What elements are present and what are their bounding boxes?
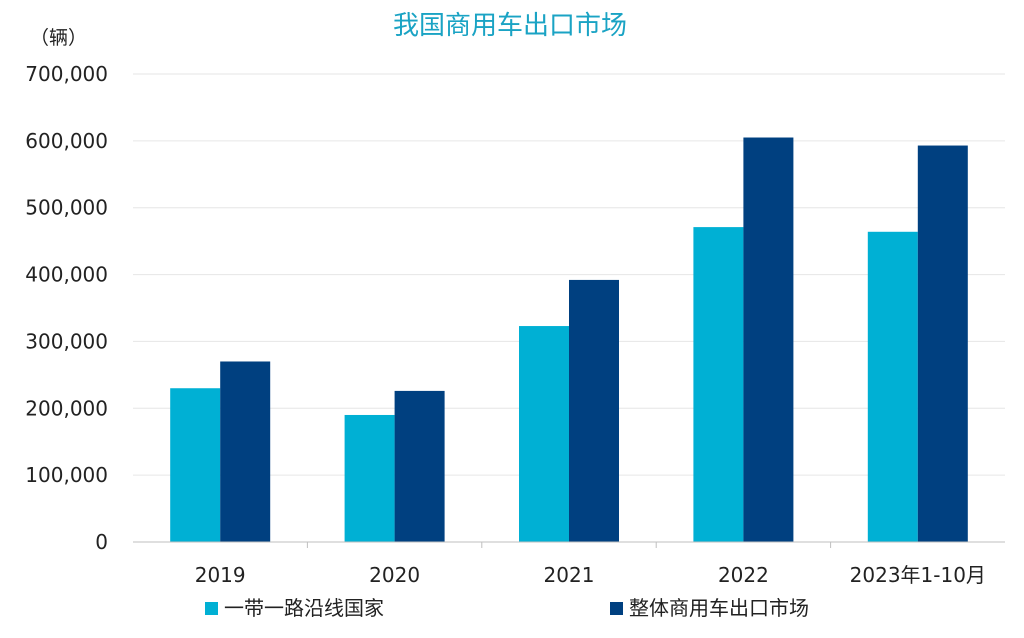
x-tick-label: 2020 [369, 563, 420, 587]
y-tick-label: 0 [95, 530, 108, 554]
y-axis-unit-label: （辆） [30, 27, 87, 49]
legend-label: 整体商用车出口市场 [629, 596, 809, 620]
legend-label: 一带一路沿线国家 [224, 596, 384, 620]
y-tick-label: 400,000 [25, 263, 108, 287]
x-tick-label: 2019 [195, 563, 246, 587]
y-tick-label: 200,000 [25, 396, 108, 420]
legend-swatch [205, 602, 218, 615]
bar [917, 145, 968, 542]
legend: 一带一路沿线国家 整体商用车出口市场 [205, 596, 809, 620]
y-tick-label: 100,000 [25, 463, 108, 487]
bar [569, 279, 619, 542]
y-tick-label: 600,000 [25, 129, 108, 153]
y-axis-ticks: 0 100,000 200,000 300,000 400,000 500,000 600,… [25, 62, 108, 554]
legend-swatch [610, 602, 623, 615]
bar [693, 227, 744, 543]
bar [867, 231, 918, 543]
bar [394, 390, 445, 542]
x-tick-label: 2022 [718, 563, 769, 587]
y-tick-label: 300,000 [25, 329, 108, 353]
bar [743, 137, 794, 542]
chart-title: 我国商用车出口市场 [393, 11, 627, 41]
bar [220, 361, 271, 542]
bar [519, 326, 569, 542]
y-tick-label: 700,000 [25, 62, 108, 86]
bar [344, 414, 395, 542]
y-tick-label: 500,000 [25, 196, 108, 220]
x-tick-label: 2023年1-10月 [850, 563, 986, 587]
bar [170, 388, 221, 542]
bars [170, 137, 968, 543]
x-axis: 2019 2020 2021 2022 2023年1-10月 [133, 541, 1005, 587]
x-tick-label: 2021 [544, 563, 595, 587]
